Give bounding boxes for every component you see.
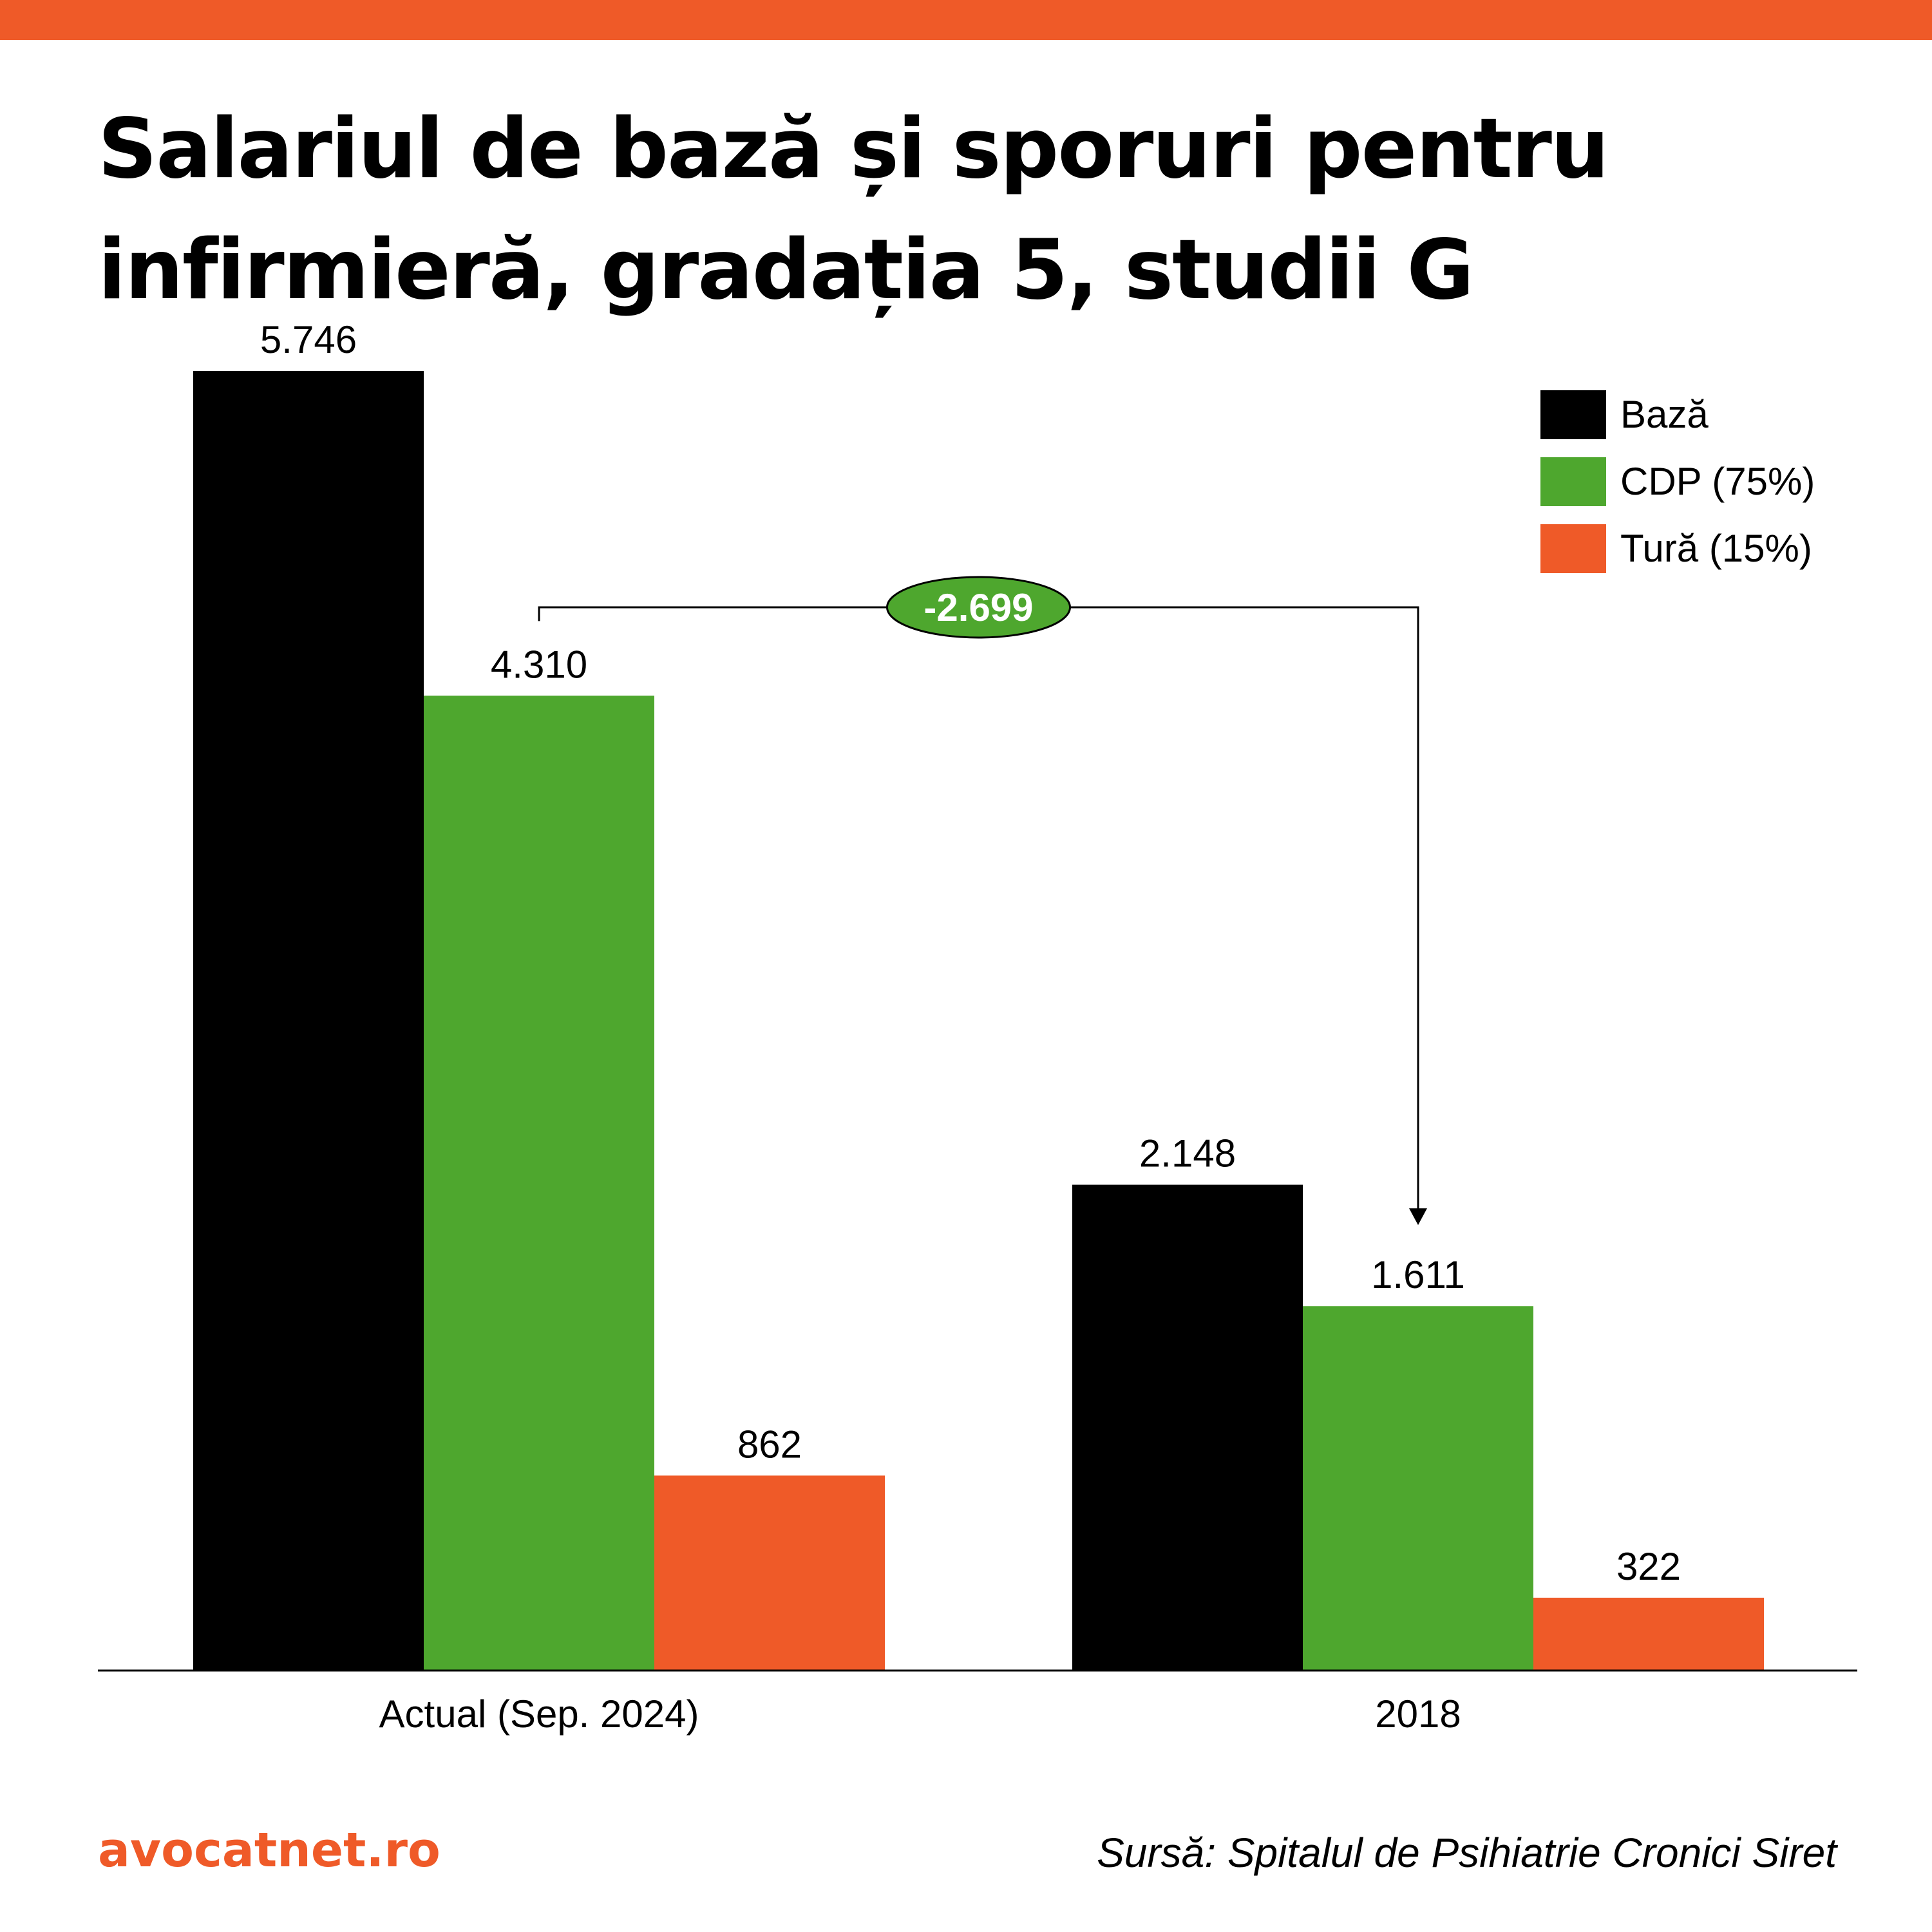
difference-label: -2.699 [923, 586, 1033, 629]
bar-tura-0 [654, 1475, 885, 1671]
legend-label: Bază [1620, 393, 1709, 436]
bar-cdp-1 [1303, 1306, 1533, 1671]
bar-baza-1 [1072, 1184, 1303, 1671]
source-note: Sursă: Spitalul de Psihiatrie Cronici Si… [1097, 1830, 1837, 1876]
x-tick-label: 2018 [1375, 1692, 1461, 1736]
legend-swatch [1540, 390, 1606, 439]
data-label: 4.310 [491, 643, 587, 686]
bar-cdp-0 [424, 696, 654, 1671]
legend-swatch [1540, 457, 1606, 506]
difference-arrowhead [1409, 1208, 1427, 1226]
difference-bracket [538, 606, 1419, 1211]
x-tick-label: Actual (Sep. 2024) [379, 1692, 699, 1736]
brand-logo-text[interactable]: avocatnet.ro [98, 1823, 440, 1878]
data-label: 2.148 [1139, 1132, 1236, 1175]
data-label: 862 [737, 1423, 802, 1466]
data-label: 322 [1616, 1545, 1681, 1588]
legend-label: Tură (15%) [1620, 527, 1812, 570]
bar-tura-1 [1533, 1597, 1764, 1671]
data-label: 5.746 [260, 318, 357, 361]
legend-label: CDP (75%) [1620, 460, 1815, 503]
bar-baza-0 [193, 371, 424, 1671]
legend-swatch [1540, 524, 1606, 573]
difference-badge [886, 576, 1071, 639]
chart-title: Salariul de bază și sporuri pentru infir… [98, 101, 1609, 318]
data-label: 1.611 [1371, 1253, 1465, 1296]
top-accent-bar [0, 0, 1932, 40]
